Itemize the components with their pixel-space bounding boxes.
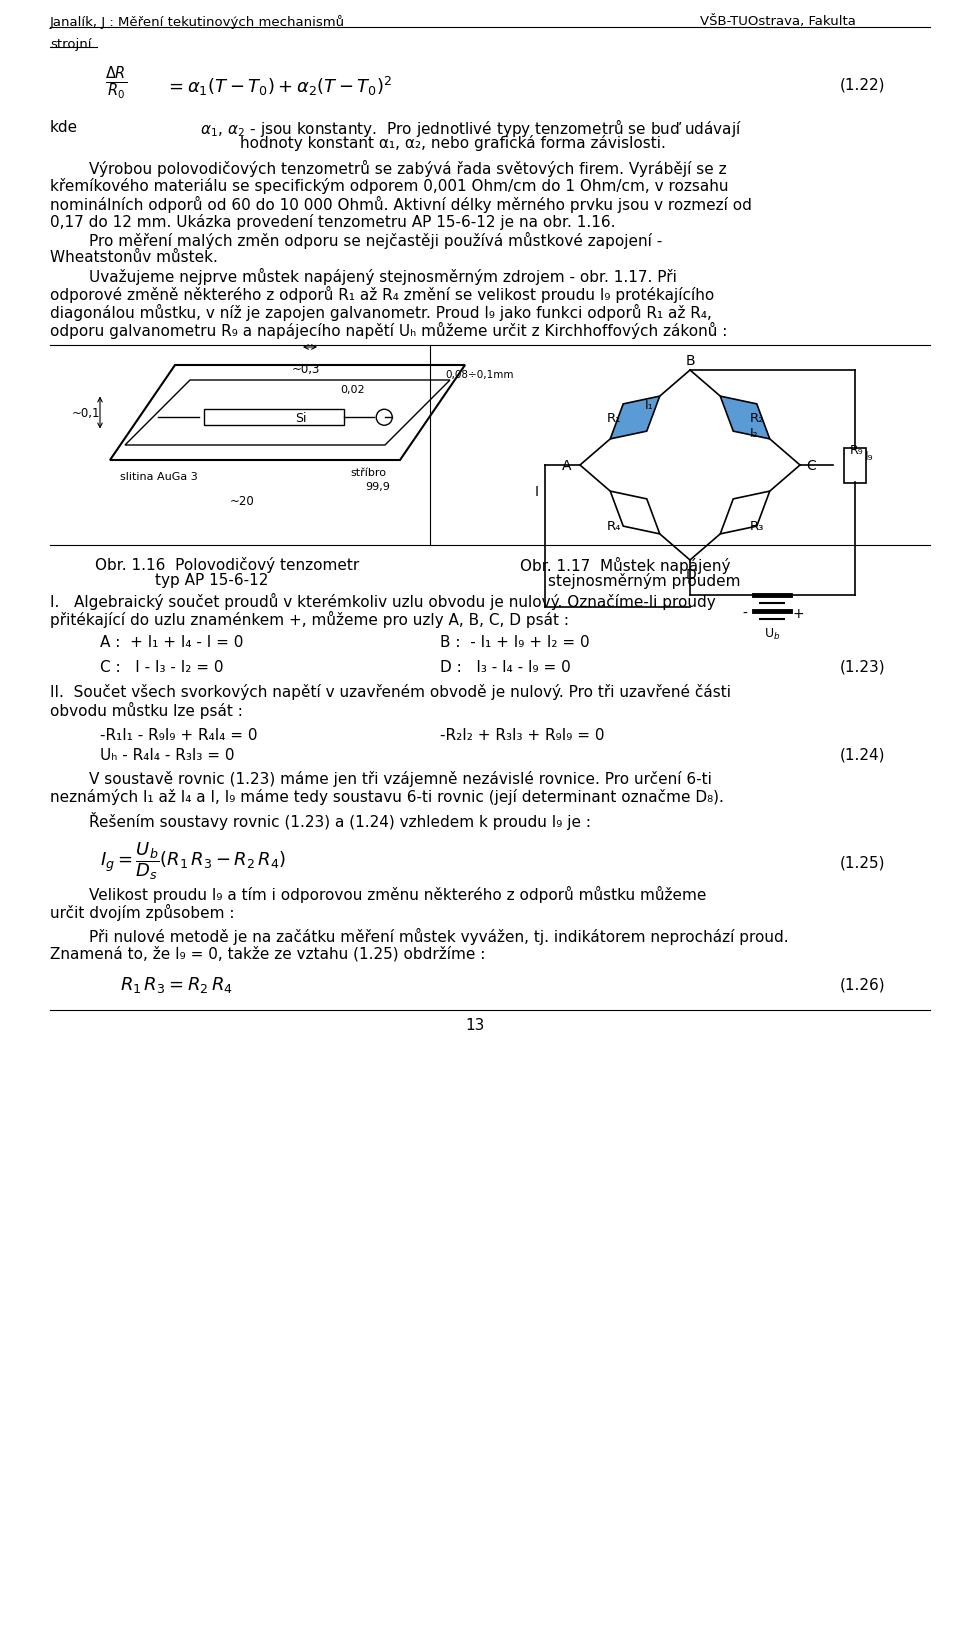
Text: R₄: R₄ (607, 521, 621, 534)
Text: přitékající do uzlu znaménkem +, můžeme pro uzly A, B, C, D psát :: přitékající do uzlu znaménkem +, můžeme … (50, 610, 569, 628)
Text: C: C (806, 459, 816, 473)
Text: (1.25): (1.25) (840, 855, 885, 870)
Text: Uₕ - R₄I₄ - R₃I₃ = 0: Uₕ - R₄I₄ - R₃I₃ = 0 (100, 747, 234, 764)
Text: hodnoty konstant α₁, α₂, nebo grafická forma závislosti.: hodnoty konstant α₁, α₂, nebo grafická f… (240, 135, 666, 152)
Text: Wheatstonův můstek.: Wheatstonův můstek. (50, 250, 218, 264)
Text: 0,02: 0,02 (340, 385, 365, 395)
Text: (1.24): (1.24) (840, 747, 885, 764)
Polygon shape (611, 397, 660, 439)
Text: určit dvojím způsobem :: určit dvojím způsobem : (50, 904, 234, 920)
Text: 13: 13 (466, 1018, 485, 1033)
Text: stříbro: stříbro (350, 468, 386, 478)
Text: křemíkového materiálu se specifickým odporem 0,001 Ohm/cm do 1 Ohm/cm, v rozsahu: křemíkového materiálu se specifickým odp… (50, 178, 729, 194)
Text: (1.23): (1.23) (840, 659, 886, 676)
Text: ~0,3: ~0,3 (292, 362, 321, 375)
Text: strojní: strojní (50, 38, 91, 51)
Text: -R₂I₂ + R₃I₃ + R₉I₉ = 0: -R₂I₂ + R₃I₃ + R₉I₉ = 0 (440, 728, 605, 743)
Text: 0,08÷0,1mm: 0,08÷0,1mm (445, 370, 514, 380)
Text: $R_1\,R_3 = R_2\,R_4$: $R_1\,R_3 = R_2\,R_4$ (120, 974, 232, 996)
Text: neznámých I₁ až I₄ a I, I₉ máme tedy soustavu 6-ti rovnic (její determinant ozna: neznámých I₁ až I₄ a I, I₉ máme tedy sou… (50, 788, 724, 805)
Text: R₉: R₉ (850, 444, 864, 457)
Text: 99,9: 99,9 (365, 481, 390, 491)
Text: obvodu můstku lze psát :: obvodu můstku lze psát : (50, 702, 243, 720)
Text: diagonálou můstku, v níž je zapojen galvanometr. Proud I₉ jako funkci odporů R₁ : diagonálou můstku, v níž je zapojen galv… (50, 304, 712, 322)
Text: kde: kde (50, 121, 78, 135)
Text: A: A (562, 459, 571, 473)
Text: $=\alpha_1\left(T-T_0\right)+\alpha_2\left(T-T_0\right)^2$: $=\alpha_1\left(T-T_0\right)+\alpha_2\le… (165, 75, 393, 98)
Text: I₂: I₂ (750, 428, 758, 441)
Text: stejnosměrným proudem: stejnosměrným proudem (548, 573, 740, 589)
Text: Velikost proudu I₉ a tím i odporovou změnu některého z odporů můstku můžeme: Velikost proudu I₉ a tím i odporovou změ… (50, 886, 707, 902)
Text: Obr. 1.16  Polovodičový tenzometr: Obr. 1.16 Polovodičový tenzometr (95, 557, 359, 573)
Text: R₃: R₃ (750, 521, 764, 534)
Text: (1.22): (1.22) (840, 78, 885, 93)
Text: $I_g = \dfrac{U_b}{D_s}\left(R_1\,R_3 - R_2\,R_4\right)$: $I_g = \dfrac{U_b}{D_s}\left(R_1\,R_3 - … (100, 840, 286, 881)
Text: D :   I₃ - I₄ - I₉ = 0: D : I₃ - I₄ - I₉ = 0 (440, 659, 571, 676)
Text: B :  - I₁ + I₉ + I₂ = 0: B : - I₁ + I₉ + I₂ = 0 (440, 635, 589, 650)
Text: V soustavě rovnic (1.23) máme jen tři vzájemně nezávislé rovnice. Pro určení 6-t: V soustavě rovnic (1.23) máme jen tři vz… (50, 770, 712, 787)
Text: Výrobou polovodičových tenzometrů se zabývá řada světových firem. Vyrábějí se z: Výrobou polovodičových tenzometrů se zab… (50, 160, 727, 176)
Text: I.   Algebraický součet proudů v kterémkoliv uzlu obvodu je nulový. Označíme-li : I. Algebraický součet proudů v kterémkol… (50, 592, 716, 610)
Text: VŠB-TUOstrava, Fakulta: VŠB-TUOstrava, Fakulta (700, 15, 856, 28)
Text: Pro měření malých změn odporu se nejčastěji používá můstkové zapojení -: Pro měření malých změn odporu se nejčast… (50, 232, 662, 250)
Text: R₂: R₂ (750, 413, 764, 426)
Text: B: B (686, 354, 696, 367)
Text: Řešením soustavy rovnic (1.23) a (1.24) vzhledem k proudu I₉ je :: Řešením soustavy rovnic (1.23) a (1.24) … (50, 813, 591, 831)
Text: ~0,1: ~0,1 (72, 406, 101, 419)
Text: Při nulové metodě je na začátku měření můstek vyvážen, tj. indikátorem neprocház: Při nulové metodě je na začátku měření m… (50, 929, 788, 945)
Text: -R₁I₁ - R₉I₉ + R₄I₄ = 0: -R₁I₁ - R₉I₉ + R₄I₄ = 0 (100, 728, 257, 743)
Text: Znamená to, že I₉ = 0, takže ze vztahu (1.25) obdržíme :: Znamená to, že I₉ = 0, takže ze vztahu (… (50, 947, 486, 961)
Text: Janalík, J : Měření tekutinových mechanismů: Janalík, J : Měření tekutinových mechani… (50, 15, 346, 29)
Polygon shape (720, 397, 770, 439)
Text: Uvažujeme nejprve můstek napájený stejnosměrným zdrojem - obr. 1.17. Při: Uvažujeme nejprve můstek napájený stejno… (50, 268, 677, 286)
Text: I: I (535, 485, 539, 499)
Text: slitina AuGa 3: slitina AuGa 3 (120, 472, 198, 481)
Text: A :  + I₁ + I₄ - I = 0: A : + I₁ + I₄ - I = 0 (100, 635, 244, 650)
Text: II.  Součet všech svorkových napětí v uzavřeném obvodě je nulový. Pro tři uzavře: II. Součet všech svorkových napětí v uza… (50, 684, 731, 700)
Text: (1.26): (1.26) (840, 978, 886, 992)
Text: 0,17 do 12 mm. Ukázka provedení tenzometru AP 15-6-12 je na obr. 1.16.: 0,17 do 12 mm. Ukázka provedení tenzomet… (50, 214, 615, 230)
Text: $\frac{\Delta R}{R_0}$: $\frac{\Delta R}{R_0}$ (105, 65, 127, 103)
Text: D: D (686, 568, 697, 583)
Text: R₁: R₁ (607, 413, 621, 426)
Text: +: + (792, 607, 804, 622)
Text: Si: Si (295, 411, 306, 424)
Text: Obr. 1.17  Můstek napájený: Obr. 1.17 Můstek napájený (520, 557, 731, 574)
Text: ~20: ~20 (230, 494, 254, 508)
Text: -: - (742, 607, 747, 622)
Text: odporu galvanometru R₉ a napájecího napětí Uₕ můžeme určit z Kirchhoffových záko: odporu galvanometru R₉ a napájecího napě… (50, 322, 728, 339)
Text: U$_b$: U$_b$ (764, 627, 780, 641)
Text: $\alpha_1,\,\alpha_2$ - jsou konstanty.  Pro jednotlivé typy tenzometrů se buď u: $\alpha_1,\,\alpha_2$ - jsou konstanty. … (200, 118, 742, 139)
Text: odporové změně některého z odporů R₁ až R₄ změní se velikost proudu I₉ protékají: odporové změně některého z odporů R₁ až … (50, 286, 714, 304)
Bar (844, 449, 866, 483)
Text: I₁: I₁ (645, 398, 654, 411)
Text: I₉: I₉ (865, 450, 874, 463)
Text: C :   I - I₃ - I₂ = 0: C : I - I₃ - I₂ = 0 (100, 659, 224, 676)
Text: typ AP 15-6-12: typ AP 15-6-12 (155, 573, 269, 588)
Text: nominálních odporů od 60 do 10 000 Ohmů. Aktivní délky měrného prvku jsou v rozm: nominálních odporů od 60 do 10 000 Ohmů.… (50, 196, 752, 214)
